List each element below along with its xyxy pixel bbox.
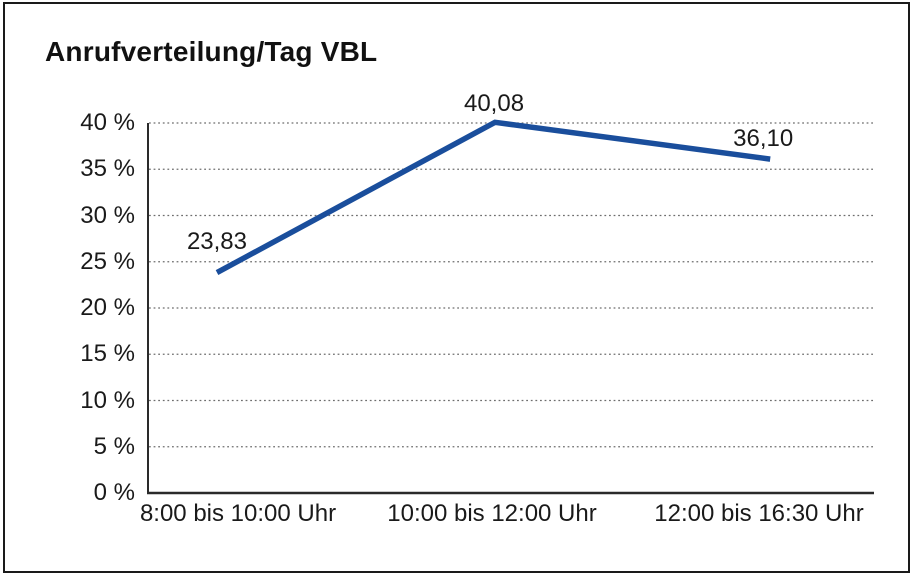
x-category-label: 10:00 bis 12:00 Uhr — [387, 500, 597, 527]
y-tick-label: 0 % — [93, 479, 135, 506]
y-tick-label: 40 % — [80, 109, 135, 136]
data-label: 36,10 — [733, 125, 794, 153]
y-tick-label: 20 % — [80, 294, 135, 321]
data-label: 40,08 — [463, 90, 525, 118]
series-line — [215, 119, 771, 276]
y-tick-label: 5 % — [93, 432, 135, 460]
y-tick-label: 30 % — [80, 201, 135, 229]
y-tick-label: 15 % — [80, 340, 135, 368]
x-category-label: 12:00 bis 16:30 Uhr — [654, 500, 864, 527]
y-tick-label: 25 % — [80, 247, 135, 275]
chart-title: Anrufverteilung/Tag VBL — [45, 36, 378, 67]
y-tick-label: 35 % — [80, 155, 135, 183]
y-tick-label: 10 % — [80, 386, 135, 414]
chart-frame: Anrufverteilung/Tag VBL — [3, 2, 910, 573]
data-label: 23,83 — [186, 227, 247, 255]
x-category-label: 8:00 bis 10:00 Uhr — [139, 500, 337, 527]
